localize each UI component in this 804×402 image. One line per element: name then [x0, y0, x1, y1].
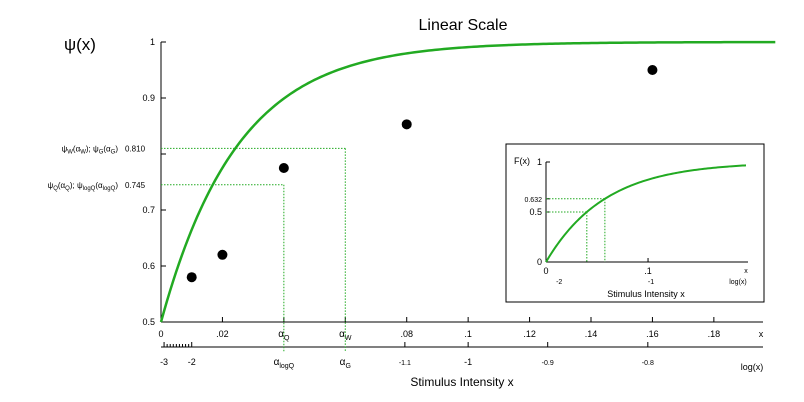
- annotation-value: 0.810: [125, 144, 146, 153]
- log-tick-label: -3: [160, 357, 168, 367]
- chart-title: Linear Scale: [419, 17, 508, 34]
- log-alpha-label: αG: [340, 357, 351, 370]
- annotation-value: 0.745: [125, 181, 146, 190]
- x-tick-label: 0: [158, 329, 163, 339]
- x-tick-label: .12: [523, 329, 536, 339]
- log-axis-end-label: log(x): [741, 362, 764, 372]
- inset-log-axis-end-label: log(x): [729, 279, 747, 286]
- data-point: [647, 65, 658, 75]
- annotation-label: ψQ(αQ); ψlogQ(αlogQ): [48, 181, 119, 192]
- data-point: [217, 249, 228, 260]
- inset-x-axis-label: Stimulus Intensity x: [607, 289, 685, 299]
- log-tick-label: -1.1: [399, 360, 411, 367]
- data-point: [401, 119, 412, 130]
- log-tick-label: -0.8: [642, 360, 654, 367]
- inset-x-axis-end-label: x: [744, 268, 748, 275]
- log-alpha-label: αlogQ: [274, 357, 295, 370]
- y-tick-label: 0.6: [142, 261, 155, 271]
- x-tick-label: .1: [464, 329, 472, 339]
- x-tick-label: .18: [708, 329, 721, 339]
- y-axis-label: ψ(x): [64, 35, 96, 54]
- y-tick-label: 0.5: [142, 317, 155, 327]
- x-tick-label: .08: [400, 329, 413, 339]
- inset-y-tick-label: 1: [537, 157, 542, 167]
- log-tick-label: -0.9: [542, 360, 554, 367]
- inset-y-axis-label: F(x): [514, 156, 530, 166]
- inset-y-tick-label: 0: [537, 257, 542, 267]
- y-tick-label: 0.7: [142, 205, 155, 215]
- inset-log-tick-label: -2: [556, 279, 562, 286]
- annotation-label: ψW(αW); ψG(αG): [62, 144, 119, 155]
- log-tick-label: -1: [464, 357, 472, 367]
- x-axis-label: Stimulus Intensity x: [410, 375, 513, 389]
- x-tick-label: .02: [216, 329, 229, 339]
- inset-cdf-curve: [545, 164, 747, 263]
- x-tick-label: .16: [646, 329, 659, 339]
- inset-y-tick-label: 0.632: [524, 197, 542, 204]
- x-tick-label: .14: [585, 329, 598, 339]
- log-tick-label: -2: [188, 357, 196, 367]
- y-tick-label: 1: [150, 37, 155, 47]
- inset-log-tick-label: -1: [648, 279, 654, 286]
- inset-x-tick-label: .1: [644, 266, 652, 276]
- inset-chart: F(x) x log(x) Stimulus Intensity x 0 0.5 0…: [505, 143, 765, 303]
- x-tick-label: αQ: [278, 329, 290, 342]
- inset-y-tick-label: 0.5: [529, 207, 542, 217]
- inset-x-tick-label: 0: [543, 266, 548, 276]
- psychometric-curve: [159, 40, 776, 323]
- y-tick-label: 0.9: [142, 93, 155, 103]
- inset-frame: [505, 143, 765, 303]
- x-tick-label: αW: [339, 329, 352, 342]
- data-point: [278, 163, 289, 173]
- main-chart: Linear Scale ψ(x) x log(x) Stimulus Inte…: [48, 17, 776, 389]
- x-axis-end-label: x: [759, 329, 764, 339]
- data-point: [186, 272, 197, 283]
